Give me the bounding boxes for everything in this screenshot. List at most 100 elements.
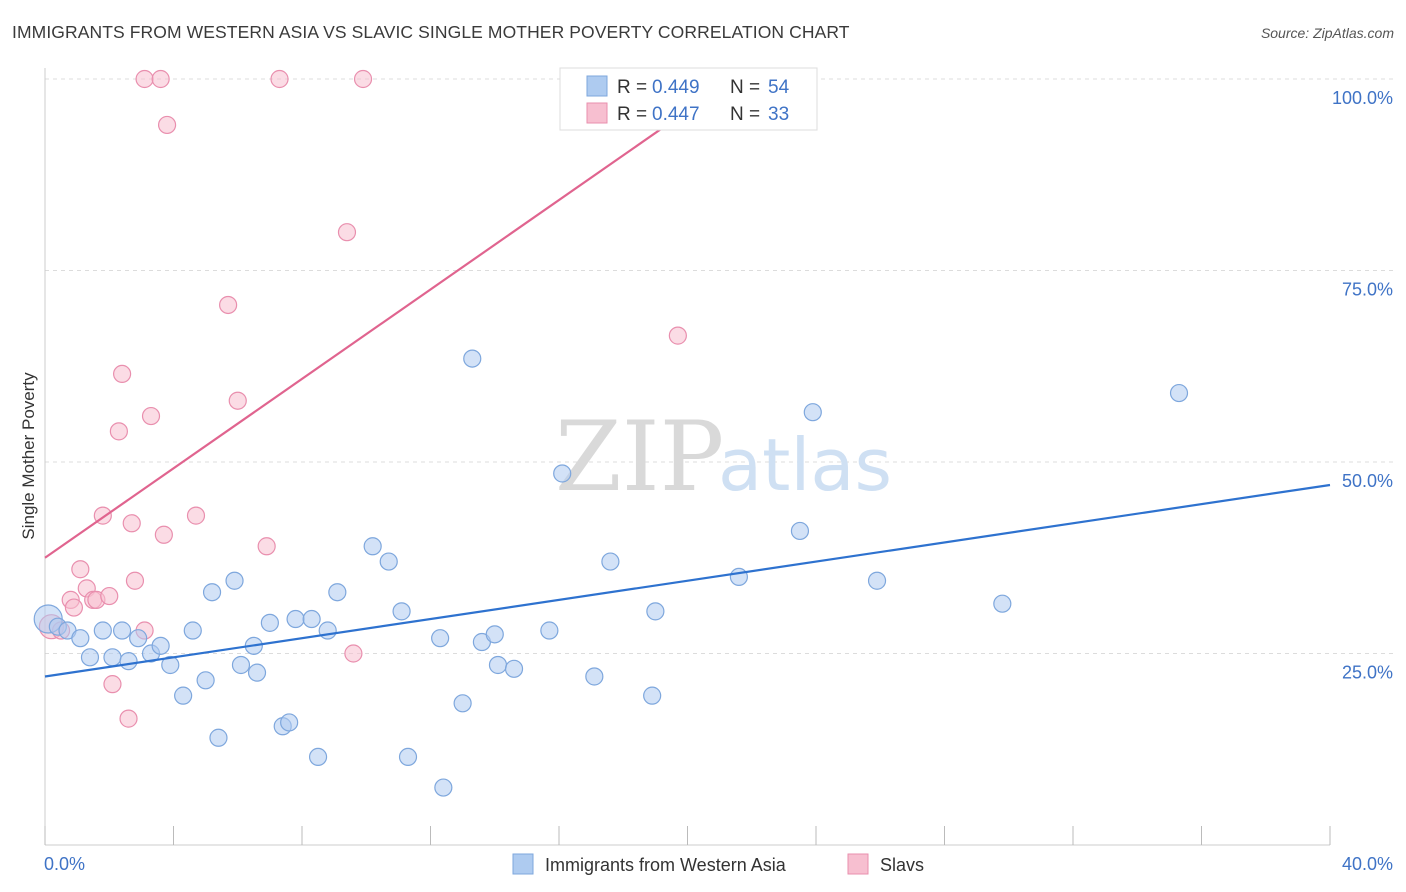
slavs-point: [112, 364, 132, 384]
stats-r-label: R =: [617, 77, 647, 98]
western-asia-point: [202, 583, 222, 602]
stats-r-value: 0.447: [652, 104, 700, 125]
western-asia-point: [161, 655, 180, 675]
western-asia-point: [80, 648, 100, 667]
western-asia-point: [71, 629, 90, 648]
western-asia-trend-line: [44, 483, 1331, 678]
western-asia-point: [601, 552, 620, 571]
stats-n-label: N =: [730, 104, 760, 125]
slavs-point: [119, 709, 138, 728]
western-asia-point: [431, 629, 450, 648]
y-tick-label: 25.0%: [1342, 663, 1393, 683]
source-credit: Source: ZipAtlas.com: [1260, 25, 1394, 41]
slavs-point: [337, 223, 357, 242]
y-axis-label: Single Mother Poverty: [19, 372, 38, 540]
slavs-point: [109, 422, 128, 441]
x-tick-labels: 0.0% 40.0%: [44, 854, 1393, 874]
western-asia-point: [453, 694, 472, 713]
western-asia-point: [196, 671, 215, 690]
western-asia-point: [247, 663, 267, 682]
x-tick-label-min: 0.0%: [44, 854, 85, 874]
watermark: ZIP atlas: [555, 401, 892, 513]
slavs-point: [122, 514, 141, 533]
stats-swatch: [586, 102, 608, 124]
trend-lines: [44, 116, 1331, 678]
stats-r-value: 0.449: [652, 77, 700, 98]
western-asia-point: [112, 621, 132, 640]
western-asia-point: [803, 403, 822, 422]
western-asia-point: [504, 659, 524, 678]
western-asia-point: [463, 349, 482, 368]
bottom-legend: Immigrants from Western Asia Slavs: [512, 853, 924, 875]
stats-swatch: [586, 75, 608, 97]
legend-swatch: [512, 853, 534, 875]
western-asia-point: [363, 537, 382, 556]
western-asia-point: [485, 625, 504, 644]
watermark-zip: ZIP: [555, 401, 724, 513]
western-asia-point: [119, 652, 138, 671]
western-asia-point: [209, 728, 228, 747]
slavs-point: [125, 571, 145, 590]
stats-n-label: N =: [730, 77, 760, 98]
western-asia-point: [867, 571, 887, 590]
slavs-point: [668, 326, 687, 345]
western-asia-point: [302, 609, 321, 629]
grid-lines: [45, 78, 1393, 654]
slavs-point: [64, 598, 84, 617]
slavs-point: [100, 586, 119, 606]
western-asia-point: [379, 552, 398, 571]
western-asia-point: [308, 747, 328, 767]
western-asia-point: [318, 621, 337, 640]
legend-swatch: [847, 853, 869, 875]
western-asia-point: [488, 655, 508, 675]
western-asia-point: [93, 621, 112, 640]
western-asia-point: [103, 648, 122, 667]
data-points: [33, 69, 1189, 797]
western-asia-point: [231, 655, 251, 675]
slavs-point: [141, 406, 161, 426]
slavs-point: [257, 537, 276, 556]
y-tick-label: 50.0%: [1342, 471, 1393, 491]
slavs-point: [228, 391, 247, 410]
western-asia-point: [729, 567, 749, 587]
slavs-point: [103, 675, 122, 694]
slavs-point: [219, 295, 238, 315]
slavs-point: [151, 69, 170, 89]
axes: [44, 68, 1331, 846]
western-asia-point: [174, 686, 193, 705]
western-asia-point: [540, 621, 559, 640]
western-asia-point: [993, 594, 1012, 613]
legend-label: Immigrants from Western Asia: [545, 855, 787, 875]
western-asia-point: [286, 609, 305, 629]
slavs-point: [186, 506, 206, 525]
slavs-point: [270, 69, 289, 89]
stats-n-value: 33: [768, 104, 789, 125]
y-tick-label: 100.0%: [1332, 88, 1393, 108]
western-asia-point: [643, 686, 662, 705]
x-tick-label-max: 40.0%: [1342, 854, 1393, 874]
western-asia-point: [225, 571, 244, 590]
slavs-point: [154, 525, 173, 544]
western-asia-point: [585, 667, 604, 686]
western-asia-point: [151, 636, 170, 655]
western-asia-point: [646, 602, 665, 621]
slavs-trend-line: [44, 116, 679, 559]
western-asia-point: [129, 629, 148, 648]
y-tick-labels: 25.0% 50.0% 75.0% 100.0%: [1332, 88, 1393, 683]
watermark-atlas: atlas: [718, 423, 892, 507]
western-asia-point: [1169, 383, 1189, 403]
legend-label: Slavs: [880, 855, 924, 875]
slavs-point: [344, 644, 363, 663]
western-asia-point: [553, 464, 572, 483]
slavs-point: [71, 560, 90, 579]
western-asia-point: [398, 747, 418, 767]
slavs-point: [353, 69, 373, 89]
western-asia-point: [434, 778, 453, 797]
stats-n-value: 54: [768, 77, 790, 98]
western-asia-point: [280, 713, 299, 732]
western-asia-point: [392, 602, 411, 621]
western-asia-point: [183, 621, 202, 640]
y-tick-label: 75.0%: [1342, 280, 1393, 300]
western-asia-point: [260, 613, 279, 632]
